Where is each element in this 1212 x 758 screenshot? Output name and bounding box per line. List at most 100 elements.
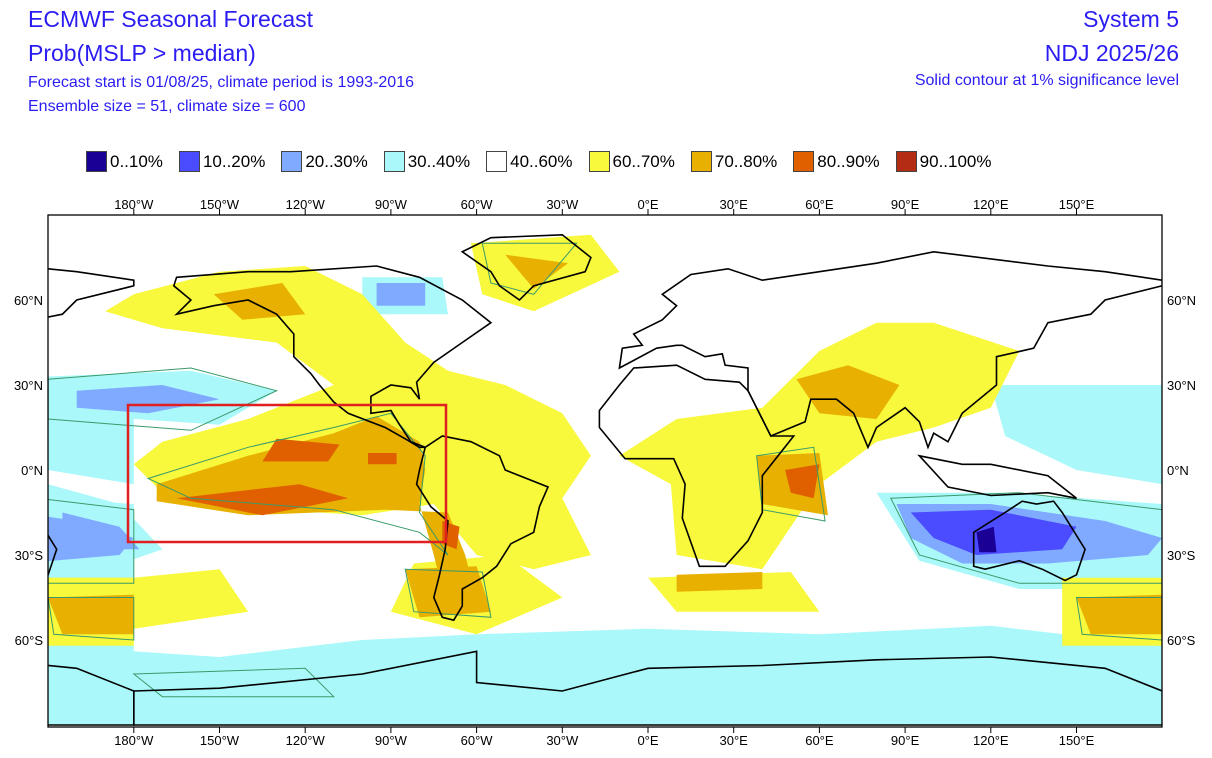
- legend-item: 60..70%: [588, 151, 675, 172]
- significance-note: Solid contour at 1% significance level: [914, 72, 1179, 89]
- probability-area: [213, 283, 306, 320]
- probability-area: [976, 526, 997, 553]
- probability-area: [1076, 594, 1162, 635]
- probability-area: [405, 566, 491, 618]
- probability-area: [48, 516, 134, 562]
- lon-label-bottom: 120°W: [286, 733, 326, 748]
- legend-swatch: [178, 151, 200, 172]
- legend-item: 80..90%: [793, 151, 880, 172]
- probability-area: [376, 283, 426, 306]
- lat-label-right: 60°S: [1167, 633, 1196, 648]
- coastline: [172, 265, 493, 449]
- legend-label: 20..30%: [305, 151, 368, 171]
- legend-swatch: [588, 151, 610, 172]
- significance-contours: [48, 242, 1162, 698]
- lon-label-bottom: 150°E: [1059, 733, 1095, 748]
- probability-area: [676, 572, 763, 592]
- legend-label: 60..70%: [612, 151, 675, 171]
- legend-item: 20..30%: [281, 151, 368, 172]
- lon-label-top: 150°W: [200, 197, 240, 212]
- legend-item: 10..20%: [178, 151, 266, 172]
- significance-contour: [132, 667, 336, 698]
- significance-contour: [48, 597, 135, 641]
- lat-label-right: 0°N: [1167, 463, 1189, 478]
- lat-label-left: 30°S: [15, 548, 44, 563]
- lon-label-bottom: 60°W: [461, 733, 494, 748]
- lat-label-right: 30°S: [1167, 548, 1196, 563]
- coastline: [415, 435, 550, 622]
- lon-label-bottom: 30°W: [546, 733, 579, 748]
- probability-area: [368, 453, 397, 465]
- legend-item: 70..80%: [690, 151, 778, 172]
- legend-swatch: [281, 151, 303, 172]
- coastline: [972, 500, 1086, 582]
- probability-area: [262, 438, 340, 462]
- legend-label: 90..100%: [919, 151, 992, 171]
- lon-label-bottom: 150°W: [200, 733, 240, 748]
- coastline: [48, 533, 58, 576]
- probability-area: [505, 254, 568, 289]
- coastline: [618, 250, 1162, 450]
- legend-item: 30..40%: [383, 151, 471, 172]
- axis-labels: 180°W 180°W 150°W 150°W 120°W 120°W 90°W 90°W 60…: [14, 197, 1196, 748]
- legend-label: 10..20%: [202, 151, 266, 171]
- legend-swatch: [793, 151, 815, 172]
- lon-label-bottom: 180°W: [114, 733, 154, 748]
- legend-label: 40..60%: [510, 151, 573, 171]
- lon-label-bottom: 60°E: [805, 733, 834, 748]
- lon-label-top: 180°W: [114, 197, 154, 212]
- lon-label-bottom: 30°E: [720, 733, 749, 748]
- forecast-info: Forecast start is 01/08/25, climate peri…: [28, 74, 414, 91]
- legend-item: 0..10%: [86, 151, 163, 172]
- lon-label-bottom: 120°E: [973, 733, 1009, 748]
- lon-label-bottom: 0°E: [637, 733, 658, 748]
- period-label: NDJ 2025/26: [1044, 40, 1179, 66]
- legend-label: 80..90%: [817, 151, 880, 171]
- region-box: [126, 403, 448, 544]
- legend-swatch: [895, 151, 917, 172]
- lon-label-top: 90°W: [375, 197, 408, 212]
- lon-label-bottom: 90°E: [891, 733, 920, 748]
- legend: 0..10% 10..20% 20..30% 30..40% 40..60% 6…: [86, 151, 1008, 172]
- legend-item: 90..100%: [895, 151, 992, 172]
- legend-swatch: [383, 151, 405, 172]
- probability-area: [176, 484, 349, 516]
- lon-label-top: 120°W: [286, 197, 326, 212]
- probability-area: [796, 365, 900, 419]
- coastline: [133, 650, 1162, 726]
- lon-label-top: 30°E: [720, 197, 749, 212]
- parameter-title: Prob(MSLP > median): [28, 40, 256, 66]
- probability-area: [785, 464, 820, 499]
- coastline: [460, 233, 592, 302]
- legend-swatch: [86, 151, 107, 172]
- legend-label: 70..80%: [714, 151, 778, 171]
- coastline: [598, 364, 796, 568]
- map-frame: [47, 214, 1163, 728]
- lon-label-top: 120°E: [973, 197, 1009, 212]
- ensemble-info: Ensemble size = 51, climate size = 600: [28, 98, 306, 115]
- lat-label-left: 0°N: [21, 463, 43, 478]
- lat-label-right: 30°N: [1167, 378, 1196, 393]
- lon-label-top: 150°E: [1059, 197, 1095, 212]
- lon-label-top: 90°E: [891, 197, 920, 212]
- coastline: [917, 454, 1077, 500]
- probability-fields: [48, 234, 1162, 725]
- significance-contour: [146, 412, 449, 556]
- legend-label: 0..10%: [110, 151, 163, 171]
- probability-area: [48, 635, 134, 725]
- lon-label-top: 60°W: [461, 197, 494, 212]
- lat-label-left: 30°N: [14, 378, 43, 393]
- lat-label-left: 60°S: [15, 633, 44, 648]
- probability-area: [48, 594, 134, 635]
- lat-label-left: 60°N: [14, 293, 43, 308]
- legend-item: 40..60%: [486, 151, 573, 172]
- legend-swatch: [486, 151, 508, 172]
- chart-title: ECMWF Seasonal Forecast: [28, 6, 314, 32]
- coastline: [48, 664, 135, 726]
- lat-label-right: 60°N: [1167, 293, 1196, 308]
- lon-label-top: 0°E: [637, 197, 658, 212]
- legend-swatch: [690, 151, 712, 172]
- legend-label: 30..40%: [407, 151, 471, 171]
- significance-contour: [404, 568, 492, 618]
